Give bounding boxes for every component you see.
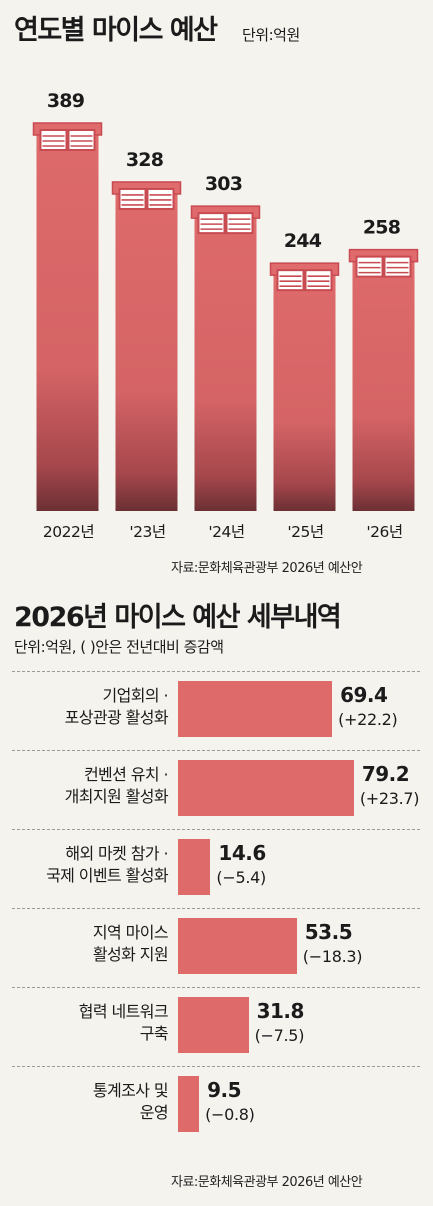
book-icon xyxy=(276,269,305,292)
row-label-line: 협력 네트워크 xyxy=(78,1002,169,1021)
book-icon xyxy=(39,129,68,151)
hbar-3 xyxy=(178,918,297,974)
row-separator xyxy=(12,987,420,988)
bar-1 xyxy=(115,193,178,512)
hbar-2 xyxy=(178,839,211,895)
book-icon xyxy=(225,212,254,235)
value-label: 14.6 xyxy=(218,841,266,865)
row-label-line: 개최지원 활성화 xyxy=(64,787,169,806)
row-label: 컨벤션 유치 · 개최지원 활성화 xyxy=(64,764,169,808)
book-icon xyxy=(304,269,333,292)
row-label-line: 기업회의 · xyxy=(102,686,169,705)
book-icon xyxy=(197,212,226,235)
x-tick-label: '25년 xyxy=(287,523,323,540)
value-label: 244 xyxy=(284,230,322,252)
row-separator xyxy=(12,1066,420,1067)
row-separator xyxy=(12,908,420,909)
row-separator xyxy=(12,829,420,830)
x-tick-label: '26년 xyxy=(366,523,402,540)
hbar-5 xyxy=(178,1076,200,1132)
chart2-title: 2026년 마이스 예산 세부내역 xyxy=(14,602,342,633)
book-icon xyxy=(383,255,412,278)
value-label: 69.4 xyxy=(340,683,388,707)
chart1-unit: 단위:억원 xyxy=(242,26,300,44)
hbar-1 xyxy=(178,760,354,816)
change-label: (−0.8) xyxy=(205,1105,255,1124)
book-stack-icon xyxy=(197,212,254,235)
row-label: 해외 마켓 참가 · 국제 이벤트 활성화 xyxy=(46,843,169,887)
value-label: 303 xyxy=(205,173,242,195)
change-label: (−5.4) xyxy=(216,868,266,887)
chart2-unit: 단위:억원, ( )안은 전년대비 증감액 xyxy=(14,638,224,656)
value-label: 53.5 xyxy=(304,920,353,944)
chart1-title: 연도별 마이스 예산 xyxy=(14,15,218,46)
row-label-line: 국제 이벤트 활성화 xyxy=(46,866,169,885)
book-stack-icon xyxy=(355,255,412,278)
row-label-line: 포상관광 활성화 xyxy=(64,708,169,727)
chart2-source: 자료:문화체육관광부 2026년 예산안 xyxy=(171,1175,363,1190)
row-label-line: 활성화 지원 xyxy=(92,945,169,964)
value-label: 9.5 xyxy=(207,1078,242,1102)
change-label: (−7.5) xyxy=(254,1026,305,1045)
hbar-0 xyxy=(178,681,333,737)
x-tick-label: '23년 xyxy=(129,523,165,540)
book-stack-icon xyxy=(39,129,96,151)
book-icon xyxy=(118,187,147,210)
x-tick-label: '24년 xyxy=(208,523,244,540)
bar-2 xyxy=(194,218,257,511)
book-icon xyxy=(355,255,384,278)
change-label: (+22.2) xyxy=(338,710,398,729)
row-label-line: 운영 xyxy=(139,1103,169,1122)
row-label-line: 해외 마켓 참가 · xyxy=(65,844,168,863)
value-label: 79.2 xyxy=(361,762,410,786)
book-stack-icon xyxy=(118,187,175,210)
change-label: (+23.7) xyxy=(359,789,420,808)
bar-3 xyxy=(273,275,336,511)
hbar-4 xyxy=(178,997,249,1053)
row-label: 기업회의 · 포상관광 활성화 xyxy=(64,685,169,729)
change-label: (−18.3) xyxy=(302,947,363,966)
chart1-source: 자료:문화체육관광부 2026년 예산안 xyxy=(171,561,363,576)
row-separator xyxy=(12,750,420,751)
book-icon xyxy=(146,187,175,210)
yearly-budget-chart: 389 2022년 328 '23년 303 '24년 244 '25년 258 '26년 xyxy=(32,90,419,540)
book-icon xyxy=(67,129,96,151)
book-stack-icon xyxy=(276,269,333,292)
value-label: 328 xyxy=(126,149,164,171)
bar-4 xyxy=(352,261,415,511)
bar-0 xyxy=(36,135,99,511)
row-label-line: 지역 마이스 xyxy=(92,923,169,942)
row-label-line: 통계조사 및 xyxy=(92,1081,169,1100)
x-tick-label: 2022년 xyxy=(43,523,94,540)
value-label: 31.8 xyxy=(256,999,305,1023)
row-label-line: 구축 xyxy=(139,1024,169,1043)
value-label: 389 xyxy=(47,90,84,112)
value-label: 258 xyxy=(363,217,401,239)
row-label-line: 컨벤션 유치 · xyxy=(83,765,169,784)
row-separator xyxy=(12,671,420,672)
